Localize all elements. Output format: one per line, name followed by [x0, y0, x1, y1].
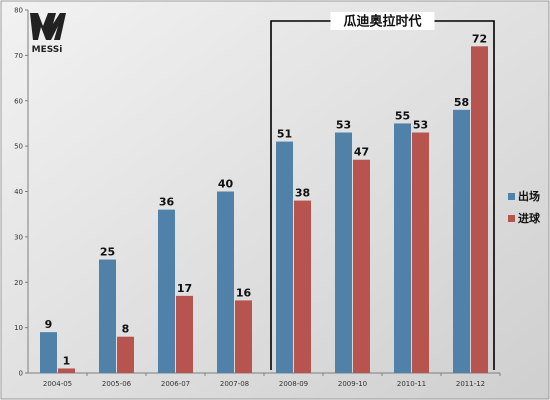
bar-goals [117, 336, 134, 373]
data-label: 55 [395, 109, 410, 122]
y-axis: 0 10 20 30 40 50 60 70 80 [14, 7, 29, 378]
bar-goals [353, 159, 370, 373]
data-label: 51 [277, 128, 292, 141]
bar-appearances [158, 209, 175, 373]
bar-goals [471, 46, 488, 374]
bar-appearances [394, 123, 411, 373]
data-label: 17 [177, 282, 192, 295]
x-tick-label: 2009-10 [338, 380, 367, 388]
bar-appearances [217, 191, 234, 373]
x-tick-label: 2005-06 [102, 380, 132, 388]
bar-appearances [453, 109, 470, 373]
bar-goals [294, 200, 311, 373]
era-label: 瓜迪奥拉时代 [343, 14, 421, 30]
x-tick-label: 2010-11 [397, 380, 426, 388]
bar-goals [412, 132, 429, 373]
logo-text: MESSi [32, 45, 63, 55]
bar-goals [176, 295, 193, 373]
x-tick-label: 2007-08 [220, 380, 249, 388]
era-label-background [330, 12, 435, 30]
legend-label: 出场 [518, 189, 540, 203]
bars [40, 46, 488, 374]
y-tick-label: 70 [14, 52, 23, 60]
era-annotation: 瓜迪奥拉时代 [270, 12, 495, 370]
y-tick-label: 30 [14, 233, 23, 241]
y-tick-label: 20 [14, 279, 23, 287]
y-tick-label: 10 [14, 324, 23, 332]
x-tick-label: 2008-09 [279, 380, 308, 388]
data-label: 8 [122, 323, 130, 336]
data-label: 53 [413, 119, 428, 132]
x-tick-label: 2004-05 [43, 380, 72, 388]
data-label: 38 [295, 187, 310, 200]
y-tick-label: 50 [14, 143, 23, 151]
era-bracket-right [434, 20, 495, 370]
logo-mark-icon [30, 13, 66, 40]
bar-appearances [99, 259, 116, 373]
y-tick-label: 0 [19, 370, 23, 378]
y-tick-label: 80 [14, 7, 23, 15]
data-label: 58 [454, 96, 469, 109]
data-label: 16 [236, 286, 252, 299]
y-tick-label: 40 [14, 188, 23, 196]
data-label: 1 [63, 354, 71, 367]
data-label: 9 [45, 318, 53, 331]
bar-goals [235, 300, 252, 373]
bar-appearances [335, 132, 352, 373]
x-tick-label: 2006-07 [161, 380, 190, 388]
y-tick-label: 60 [14, 97, 23, 105]
legend-label: 进球 [518, 211, 541, 225]
data-label: 40 [218, 178, 234, 191]
era-bracket-left [270, 20, 331, 370]
bar-appearances [40, 332, 57, 373]
bar-goals [58, 368, 75, 373]
bar-appearances [276, 141, 293, 373]
x-tick-label: 2011-12 [456, 380, 485, 388]
messi-logo: MESSi [30, 13, 66, 55]
legend-swatch [508, 215, 515, 222]
data-label: 72 [472, 32, 487, 45]
legend-swatch [508, 193, 515, 200]
data-label: 36 [159, 196, 175, 209]
data-label: 25 [100, 246, 115, 259]
data-label: 47 [354, 146, 369, 159]
data-label: 53 [336, 119, 351, 132]
